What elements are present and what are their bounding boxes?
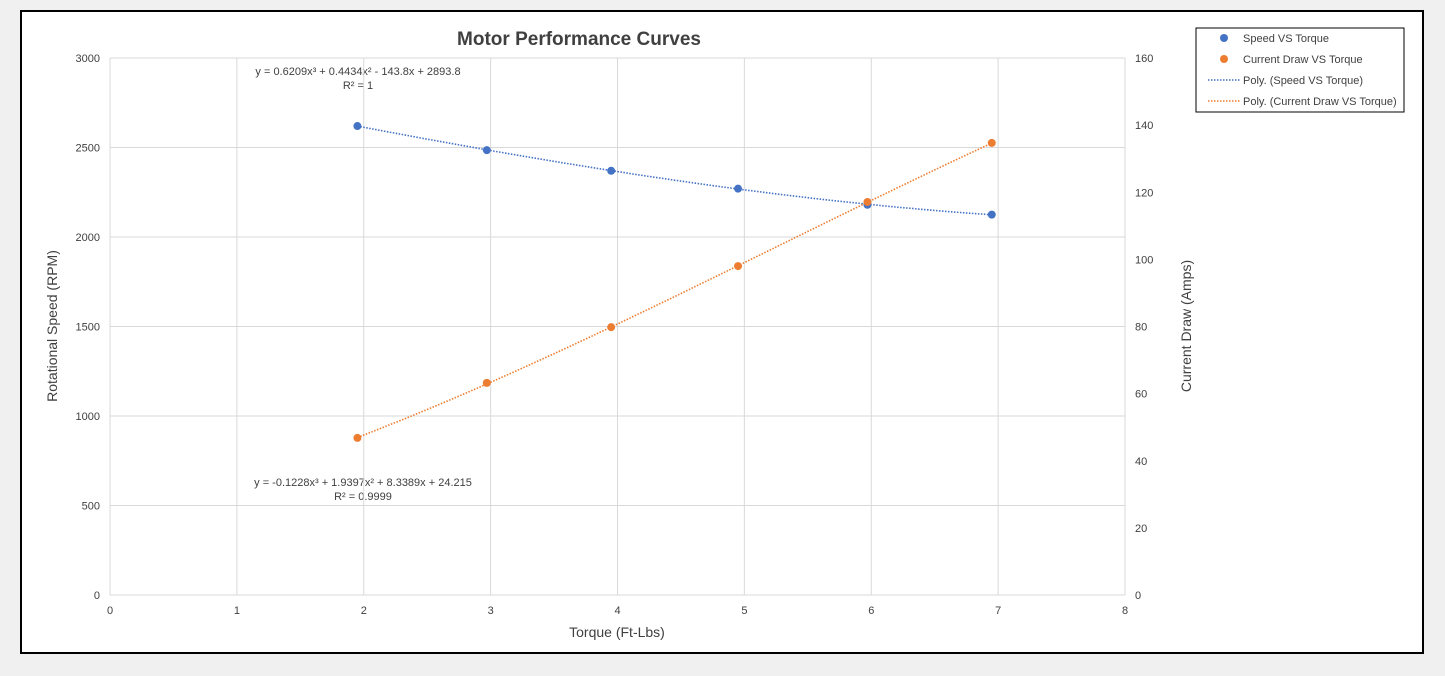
y2-tick-label: 60 xyxy=(1135,389,1147,401)
y2-axis-label: Current Draw (Amps) xyxy=(1178,260,1194,392)
x-tick-label: 5 xyxy=(741,605,747,617)
y2-tick-label: 140 xyxy=(1135,120,1153,132)
data-point-speed xyxy=(482,146,491,155)
legend-current-trend: Poly. (Current Draw VS Torque) xyxy=(1243,96,1397,108)
legend-current: Current Draw VS Torque xyxy=(1243,54,1363,66)
x-tick-label: 2 xyxy=(361,605,367,617)
data-point-current xyxy=(482,378,491,387)
legend-marker-speed xyxy=(1220,34,1228,42)
chart-title: Motor Performance Curves xyxy=(457,29,701,50)
data-point-current xyxy=(607,323,616,332)
x-axis-label: Torque (Ft-Lbs) xyxy=(569,624,665,640)
data-point-speed xyxy=(734,184,743,193)
current-trend-r2: R² = 0.9999 xyxy=(334,491,392,503)
x-tick-label: 6 xyxy=(868,605,874,617)
y2-tick-label: 80 xyxy=(1135,322,1147,334)
data-point-speed xyxy=(353,122,362,131)
y2-tick-label: 40 xyxy=(1135,456,1147,468)
data-point-speed xyxy=(607,166,616,175)
legend: Speed VS Torque Current Draw VS Torque P… xyxy=(1195,27,1405,113)
legend-speed: Speed VS Torque xyxy=(1243,33,1329,45)
x-tick-label: 0 xyxy=(107,605,113,617)
y-tick-label: 1500 xyxy=(76,322,100,334)
legend-marker-current xyxy=(1220,55,1228,63)
data-point-speed xyxy=(987,210,996,219)
legend-speed-trend: Poly. (Speed VS Torque) xyxy=(1243,75,1363,87)
trendline-speed xyxy=(357,125,992,216)
x-tick-label: 8 xyxy=(1122,605,1128,617)
y2-tick-label: 0 xyxy=(1135,590,1141,602)
y2-tick-label: 160 xyxy=(1135,53,1153,65)
data-point-current xyxy=(987,138,996,147)
data-point-current xyxy=(353,433,362,442)
speed-trend-equation: y = 0.6209x³ + 0.4434x² - 143.8x + 2893.… xyxy=(255,66,460,78)
y2-tick-label: 100 xyxy=(1135,254,1153,266)
chart-frame xyxy=(20,10,1424,654)
x-tick-label: 3 xyxy=(488,605,494,617)
x-tick-label: 1 xyxy=(234,605,240,617)
y-tick-label: 2000 xyxy=(76,232,100,244)
y-tick-label: 2500 xyxy=(76,143,100,155)
data-point-current xyxy=(863,197,872,206)
y2-tick-label: 20 xyxy=(1135,523,1147,535)
y-tick-label: 0 xyxy=(94,590,100,602)
y2-tick-label: 120 xyxy=(1135,187,1153,199)
current-trend-equation: y = -0.1228x³ + 1.9397x² + 8.3389x + 24.… xyxy=(254,477,472,489)
trendline-current xyxy=(357,142,993,439)
y-tick-label: 500 xyxy=(82,501,100,513)
y-axis-label: Rotational Speed (RPM) xyxy=(44,250,60,402)
speed-trend-r2: R² = 1 xyxy=(343,80,373,92)
x-tick-label: 4 xyxy=(614,605,620,617)
y-tick-label: 1000 xyxy=(76,411,100,423)
data-point-current xyxy=(734,262,743,271)
y-tick-label: 3000 xyxy=(76,53,100,65)
x-tick-label: 7 xyxy=(995,605,1001,617)
